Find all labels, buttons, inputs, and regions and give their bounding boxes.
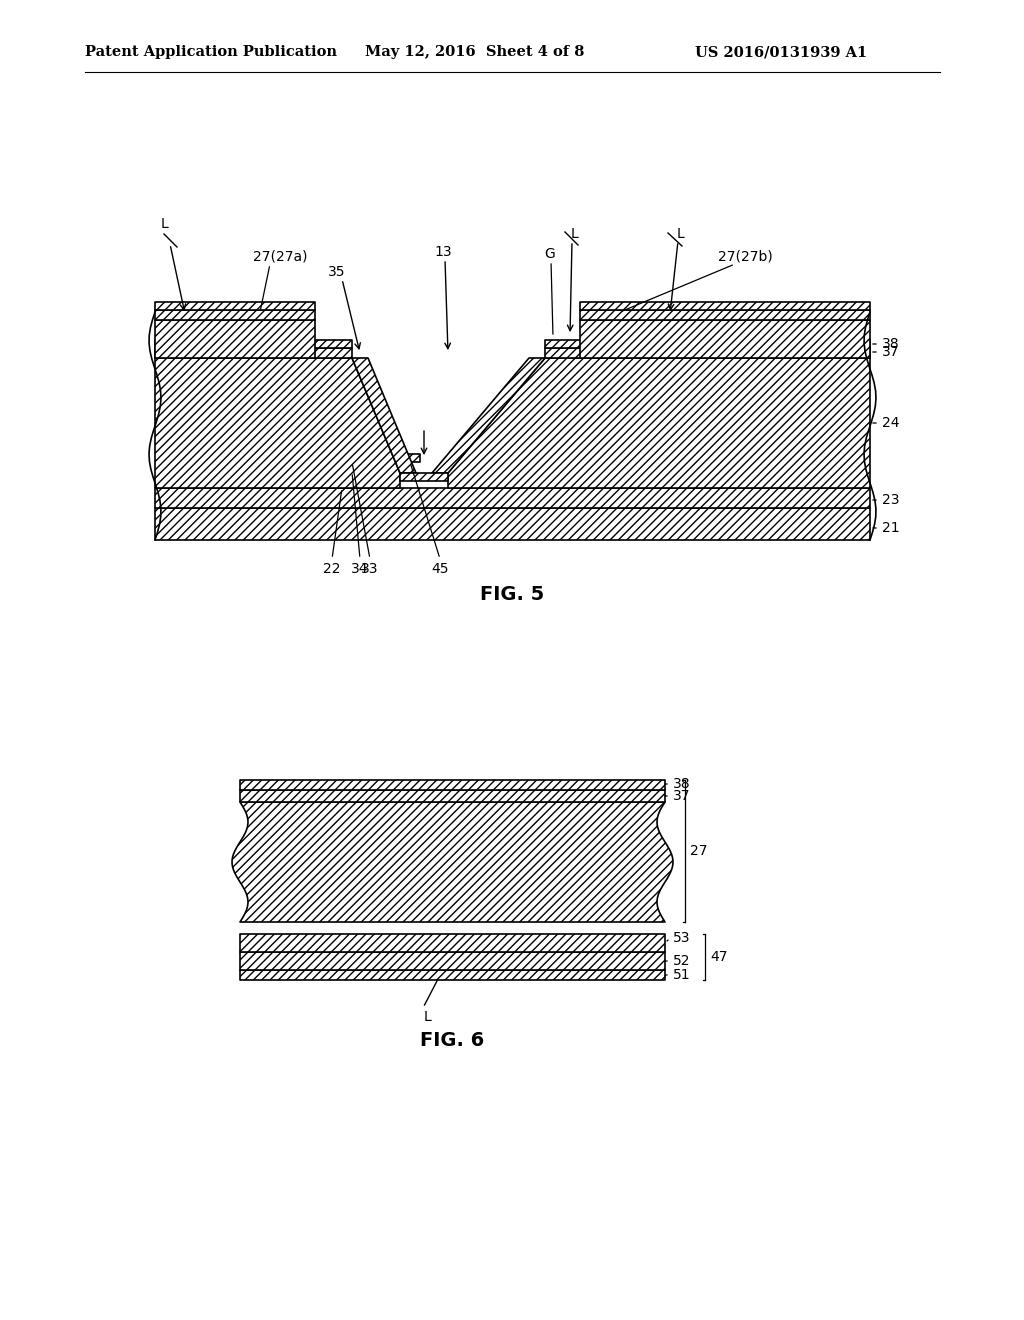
Text: 27(27a): 27(27a) bbox=[253, 249, 307, 264]
Text: 38: 38 bbox=[673, 777, 690, 791]
Text: 23: 23 bbox=[882, 492, 899, 507]
Text: 33: 33 bbox=[361, 562, 379, 576]
Text: L: L bbox=[161, 216, 169, 231]
Text: 21: 21 bbox=[882, 521, 900, 535]
Text: 53: 53 bbox=[673, 931, 690, 945]
Text: 37: 37 bbox=[882, 345, 899, 359]
Text: 27(27b): 27(27b) bbox=[718, 249, 772, 264]
Text: 24: 24 bbox=[882, 416, 899, 430]
Text: G: G bbox=[545, 247, 555, 261]
Text: 52: 52 bbox=[673, 954, 690, 968]
Text: US 2016/0131939 A1: US 2016/0131939 A1 bbox=[695, 45, 867, 59]
Text: 35: 35 bbox=[329, 265, 346, 279]
Text: L: L bbox=[676, 227, 684, 242]
Text: Patent Application Publication: Patent Application Publication bbox=[85, 45, 337, 59]
Text: 37: 37 bbox=[673, 789, 690, 803]
Text: 34: 34 bbox=[351, 562, 369, 576]
Text: May 12, 2016  Sheet 4 of 8: May 12, 2016 Sheet 4 of 8 bbox=[365, 45, 585, 59]
Text: FIG. 6: FIG. 6 bbox=[421, 1031, 484, 1049]
Text: 27: 27 bbox=[690, 843, 708, 858]
Text: 13: 13 bbox=[434, 246, 452, 259]
Text: L: L bbox=[424, 1010, 431, 1024]
Text: 38: 38 bbox=[882, 337, 900, 351]
Text: L: L bbox=[571, 227, 579, 242]
Text: 45: 45 bbox=[431, 562, 449, 576]
Text: 51: 51 bbox=[673, 968, 690, 982]
Text: 47: 47 bbox=[710, 950, 727, 964]
Text: FIG. 5: FIG. 5 bbox=[480, 586, 544, 605]
Text: 22: 22 bbox=[324, 562, 341, 576]
